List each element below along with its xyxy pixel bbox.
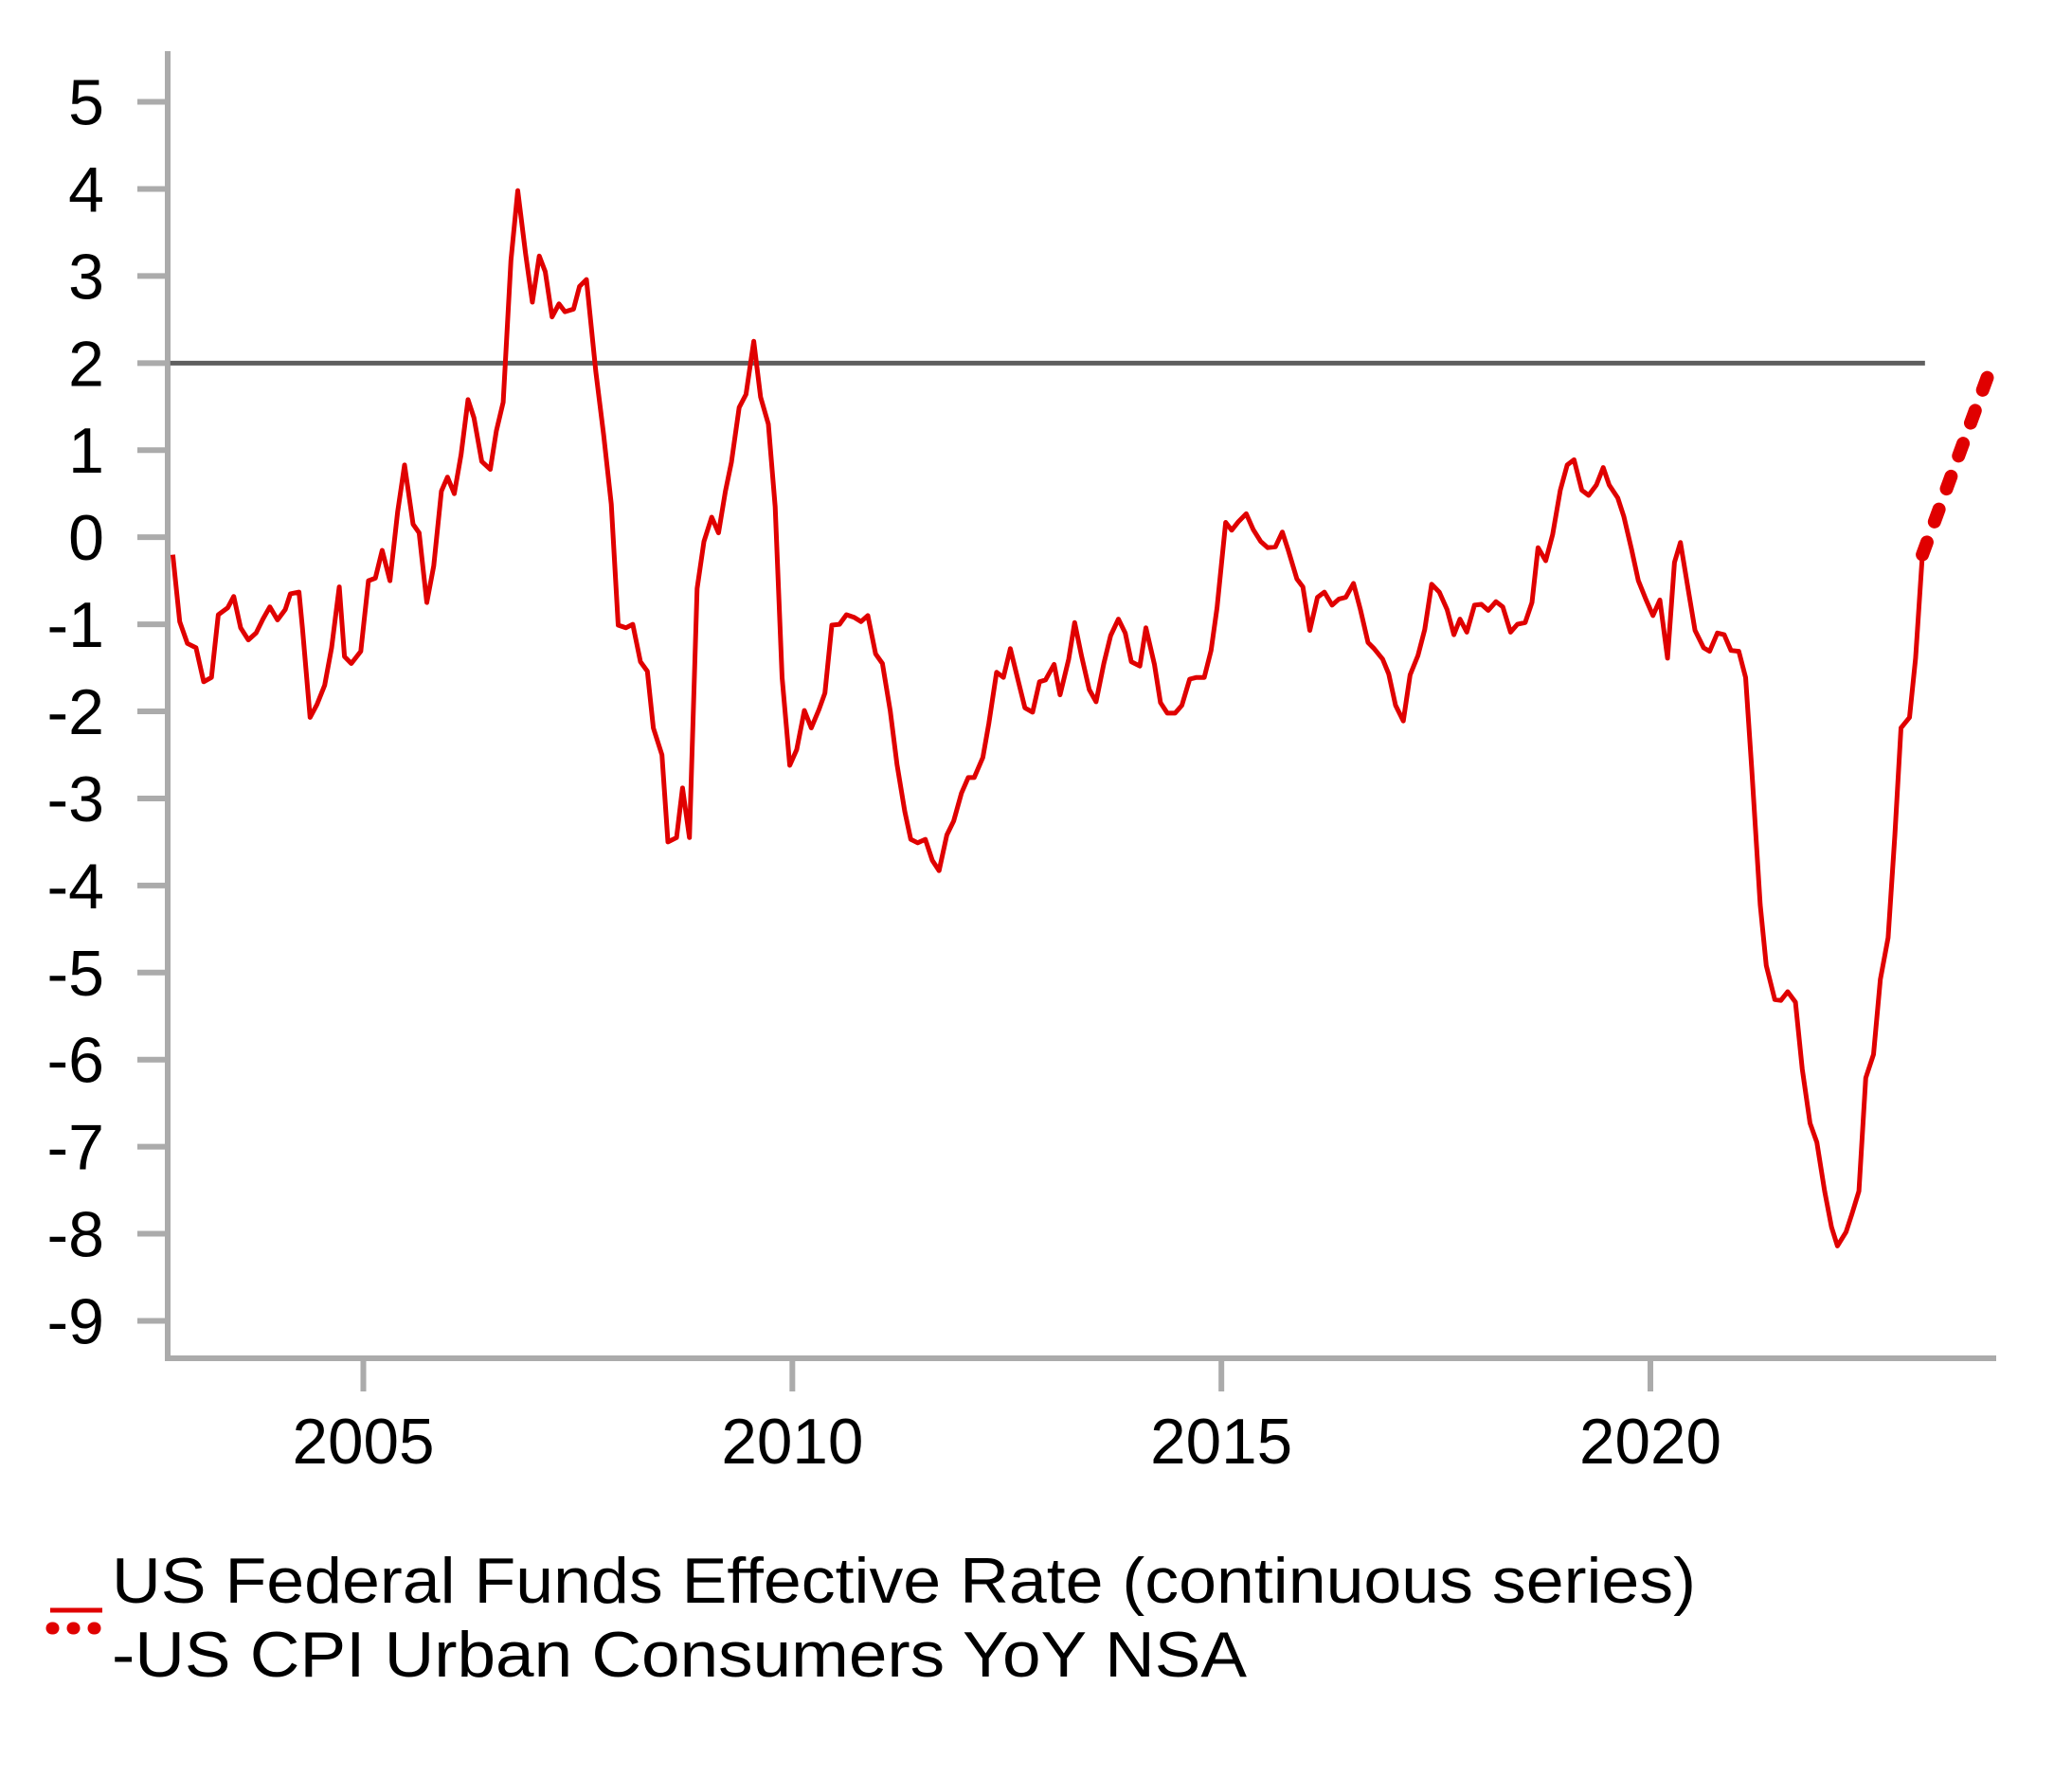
y-tick-label: 0 [68,502,104,574]
x-tick-label: 2010 [721,1406,863,1478]
y-tick-label: 2 [68,328,104,400]
legend: US Federal Funds Effective Rate (continu… [45,1545,1696,1691]
legend-label-line2: -US CPI Urban Consumers YoY NSA [112,1619,1248,1691]
legend-label-line1: US Federal Funds Effective Rate (continu… [112,1545,1696,1617]
y-tick-label: -7 [47,1112,104,1184]
x-tick-label: 2005 [292,1406,434,1478]
x-tick-label: 2020 [1579,1406,1721,1478]
y-tick-label: 5 [68,67,104,139]
x-axis-ticks: 2005 2010 2015 2020 [292,1358,1721,1478]
y-tick-label: -3 [47,763,104,835]
y-tick-label: -9 [47,1285,104,1357]
y-tick-label: -4 [47,851,104,923]
y-tick-label: -8 [47,1199,104,1271]
y-tick-label: -2 [47,676,104,748]
y-axis-ticks: 5 4 3 2 1 0 -1 -2 -3 -4 -5 -6 -7 -8 -9 [47,67,168,1357]
forecast-dotted-line [1916,365,1996,562]
x-tick-label: 2015 [1150,1406,1292,1478]
series-line-forecast [1916,365,1996,562]
y-tick-label: 4 [68,153,104,225]
series-line-real-rate [170,188,1925,1248]
y-tick-label: -1 [47,589,104,661]
y-tick-label: -5 [47,938,104,1010]
y-tick-label: 1 [68,415,104,487]
y-tick-label: 3 [68,241,104,313]
y-tick-label: -6 [47,1025,104,1097]
